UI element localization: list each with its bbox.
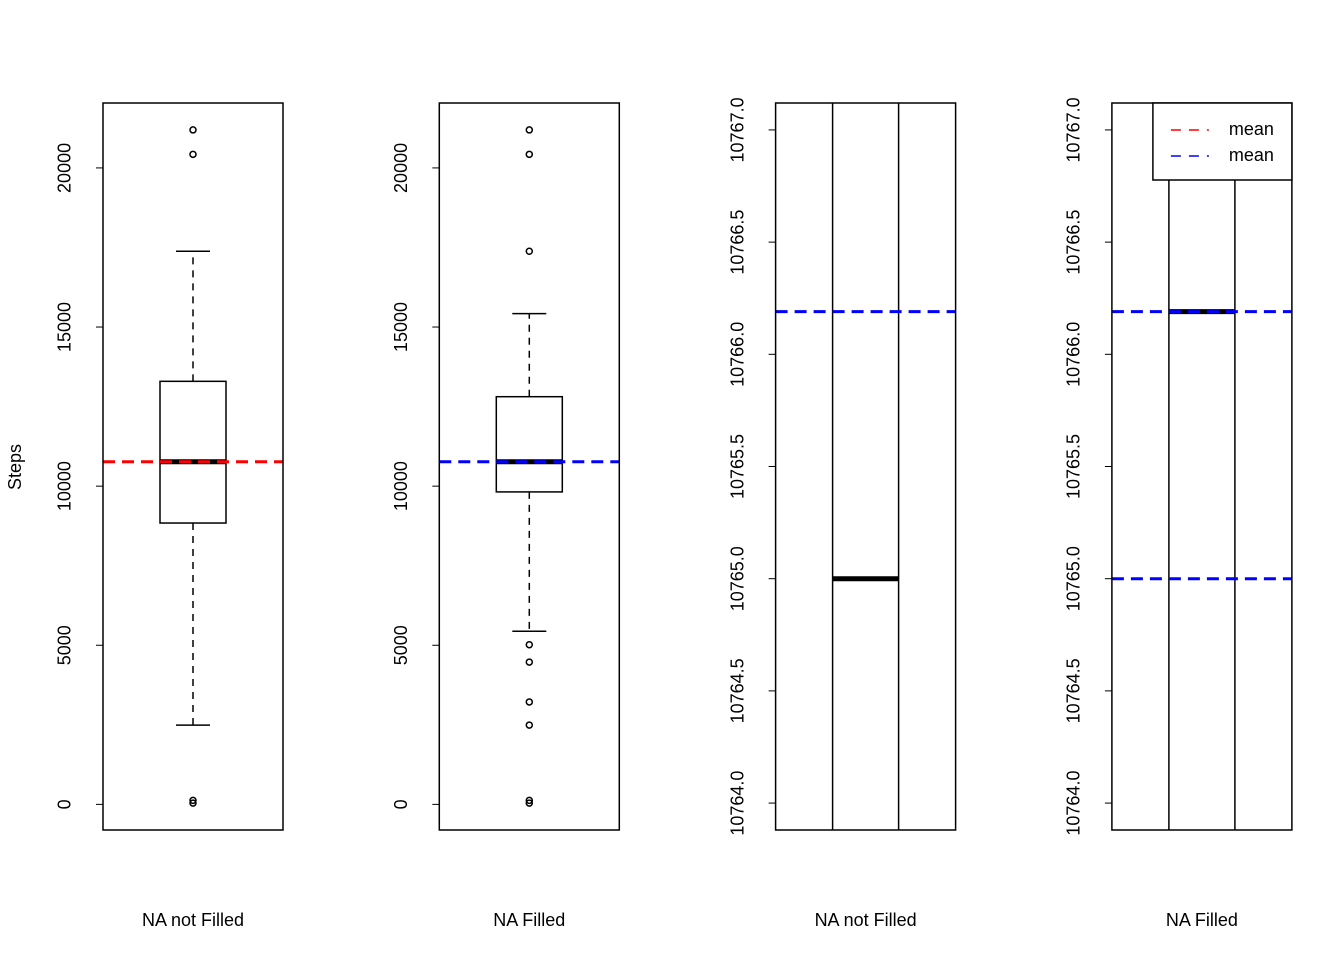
y-tick-label: 10000 <box>55 461 75 511</box>
plot-area <box>439 126 620 807</box>
box <box>1168 103 1236 830</box>
legend-label: mean <box>1229 145 1274 165</box>
legend: mean mean <box>1152 102 1293 181</box>
outlier <box>525 247 534 255</box>
plot-frame <box>438 102 621 831</box>
panel: 10764.0 10764.5 10765.0 10765.5 10766.0 10766… <box>727 97 957 930</box>
y-tick-label: 20000 <box>55 143 75 193</box>
y-tick-label: 10766.5 <box>727 210 747 275</box>
plot-area <box>103 126 283 807</box>
outlier <box>525 721 534 729</box>
panel: 0 5000 10000 15000 20000 NA not Filled Steps <box>5 102 284 930</box>
legend-box <box>1152 102 1293 181</box>
outlier <box>189 799 197 807</box>
box <box>831 103 900 830</box>
legend-label: mean <box>1229 119 1274 139</box>
y-tick-label: 10765.0 <box>1064 546 1084 611</box>
box <box>495 395 564 493</box>
outlier <box>525 799 534 807</box>
y-tick-label: 15000 <box>55 302 75 352</box>
y-tick-label: 0 <box>391 799 411 809</box>
y-tick-label: 20000 <box>391 143 411 193</box>
outlier <box>189 150 197 159</box>
panel: 10764.0 10764.5 10765.0 10765.5 10766.0 10766… <box>1064 97 1293 930</box>
y-tick-label: 10764.0 <box>727 771 747 836</box>
outlier <box>189 796 197 805</box>
y-tick-label: 15000 <box>391 302 411 352</box>
y-tick-label: 10766.0 <box>727 322 747 387</box>
plot-area <box>775 103 956 830</box>
y-tick-label: 5000 <box>55 625 75 665</box>
y-tick-label: 10764.5 <box>1064 658 1084 723</box>
outlier <box>525 796 534 805</box>
outlier <box>525 698 534 706</box>
y-tick-label: 10766.0 <box>1064 322 1084 387</box>
x-axis-label: NA Filled <box>1166 910 1238 930</box>
y-tick-label: 10767.0 <box>727 97 747 162</box>
y-tick-label: 10000 <box>391 461 411 511</box>
y-tick-label: 10764.0 <box>1064 771 1084 836</box>
x-axis-label: NA Filled <box>493 910 565 930</box>
outlier <box>525 150 534 159</box>
y-tick-label: 10767.0 <box>1064 97 1084 162</box>
y-tick-label: 10765.5 <box>1064 434 1084 499</box>
outlier <box>525 658 534 666</box>
panel: 0 5000 10000 15000 20000 NA Filled <box>391 102 621 930</box>
y-tick-label: 5000 <box>391 625 411 665</box>
outlier <box>525 126 534 134</box>
plot-frame <box>102 102 284 831</box>
x-axis-label: NA not Filled <box>815 910 917 930</box>
outlier <box>189 126 197 134</box>
y-axis-label: Steps <box>5 444 25 490</box>
plot-area <box>1111 103 1292 830</box>
y-tick-label: 0 <box>55 799 75 809</box>
y-tick-label: 10765.5 <box>727 434 747 499</box>
plot-frame <box>774 102 957 831</box>
y-tick-label: 10765.0 <box>727 546 747 611</box>
box <box>159 380 227 524</box>
x-axis-label: NA not Filled <box>142 910 244 930</box>
y-tick-label: 10766.5 <box>1064 210 1084 275</box>
outlier <box>525 640 534 649</box>
y-tick-label: 10764.5 <box>727 658 747 723</box>
